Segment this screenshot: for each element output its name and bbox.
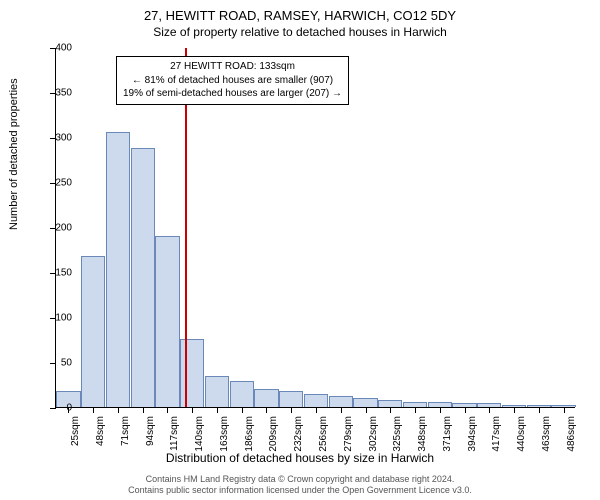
x-tick-label: 232sqm [293, 416, 304, 452]
y-tick-label: 350 [55, 88, 72, 99]
bar [106, 132, 130, 407]
x-tick [118, 407, 119, 413]
bar [329, 396, 353, 407]
chart-title-address: 27, HEWITT ROAD, RAMSEY, HARWICH, CO12 5… [0, 0, 600, 23]
bar [81, 256, 105, 407]
x-tick [167, 407, 168, 413]
x-tick-label: 48sqm [95, 416, 106, 446]
y-tick-label: 100 [55, 313, 72, 324]
attribution-footer: Contains HM Land Registry data © Crown c… [0, 474, 600, 497]
x-tick [291, 407, 292, 413]
x-tick-label: 209sqm [268, 416, 279, 452]
y-tick-label: 0 [66, 403, 72, 414]
bar [230, 381, 254, 407]
x-tick [539, 407, 540, 413]
annotation-line2: ← 81% of detached houses are smaller (90… [123, 74, 342, 88]
y-tick [50, 363, 56, 364]
x-tick-label: 486sqm [566, 416, 577, 452]
x-tick [217, 407, 218, 413]
x-tick-label: 371sqm [442, 416, 453, 452]
x-tick-label: 463sqm [541, 416, 552, 452]
x-tick-label: 117sqm [169, 416, 180, 451]
bar [131, 148, 155, 407]
bar [279, 391, 303, 407]
x-tick-label: 163sqm [219, 416, 230, 452]
x-tick-label: 140sqm [194, 416, 205, 452]
x-tick-label: 394sqm [467, 416, 478, 452]
chart-plot-area: 27 HEWITT ROAD: 133sqm← 81% of detached … [55, 48, 575, 408]
x-tick-label: 279sqm [343, 416, 354, 452]
annotation-line1: 27 HEWITT ROAD: 133sqm [123, 60, 342, 74]
x-tick [390, 407, 391, 413]
x-tick [143, 407, 144, 413]
x-tick-label: 325sqm [392, 416, 403, 452]
y-tick-label: 200 [55, 223, 72, 234]
x-tick [341, 407, 342, 413]
x-tick-label: 302sqm [368, 416, 379, 452]
bar [180, 339, 204, 407]
x-tick-label: 417sqm [491, 416, 502, 452]
x-tick-label: 94sqm [145, 416, 156, 446]
x-tick [489, 407, 490, 413]
x-tick-label: 186sqm [244, 416, 255, 452]
x-tick [514, 407, 515, 413]
x-tick-label: 440sqm [516, 416, 527, 452]
y-tick-label: 300 [55, 133, 72, 144]
x-tick [316, 407, 317, 413]
y-tick-label: 400 [55, 43, 72, 54]
x-tick-label: 256sqm [318, 416, 329, 452]
bar [155, 236, 179, 407]
x-tick [415, 407, 416, 413]
x-tick [440, 407, 441, 413]
bar [353, 398, 377, 407]
x-tick-label: 71sqm [120, 416, 131, 446]
x-tick-label: 25sqm [70, 416, 81, 446]
bar [205, 376, 229, 407]
footer-line1: Contains HM Land Registry data © Crown c… [0, 474, 600, 485]
x-tick [266, 407, 267, 413]
annotation-line3: 19% of semi-detached houses are larger (… [123, 87, 342, 101]
x-tick [93, 407, 94, 413]
y-tick [50, 408, 56, 409]
bar [304, 394, 328, 407]
annotation-box: 27 HEWITT ROAD: 133sqm← 81% of detached … [116, 56, 349, 105]
x-tick [366, 407, 367, 413]
y-tick-label: 150 [55, 268, 72, 279]
y-tick-label: 250 [55, 178, 72, 189]
footer-line2: Contains public sector information licen… [0, 485, 600, 496]
x-axis-label: Distribution of detached houses by size … [0, 451, 600, 465]
x-tick [242, 407, 243, 413]
x-tick [564, 407, 565, 413]
x-tick [465, 407, 466, 413]
chart-subtitle: Size of property relative to detached ho… [0, 23, 600, 39]
x-tick [192, 407, 193, 413]
y-tick-label: 50 [61, 358, 72, 369]
bar [378, 400, 402, 407]
x-tick-label: 348sqm [417, 416, 428, 452]
y-axis-label: Number of detached properties [8, 78, 20, 230]
bar [254, 389, 278, 407]
